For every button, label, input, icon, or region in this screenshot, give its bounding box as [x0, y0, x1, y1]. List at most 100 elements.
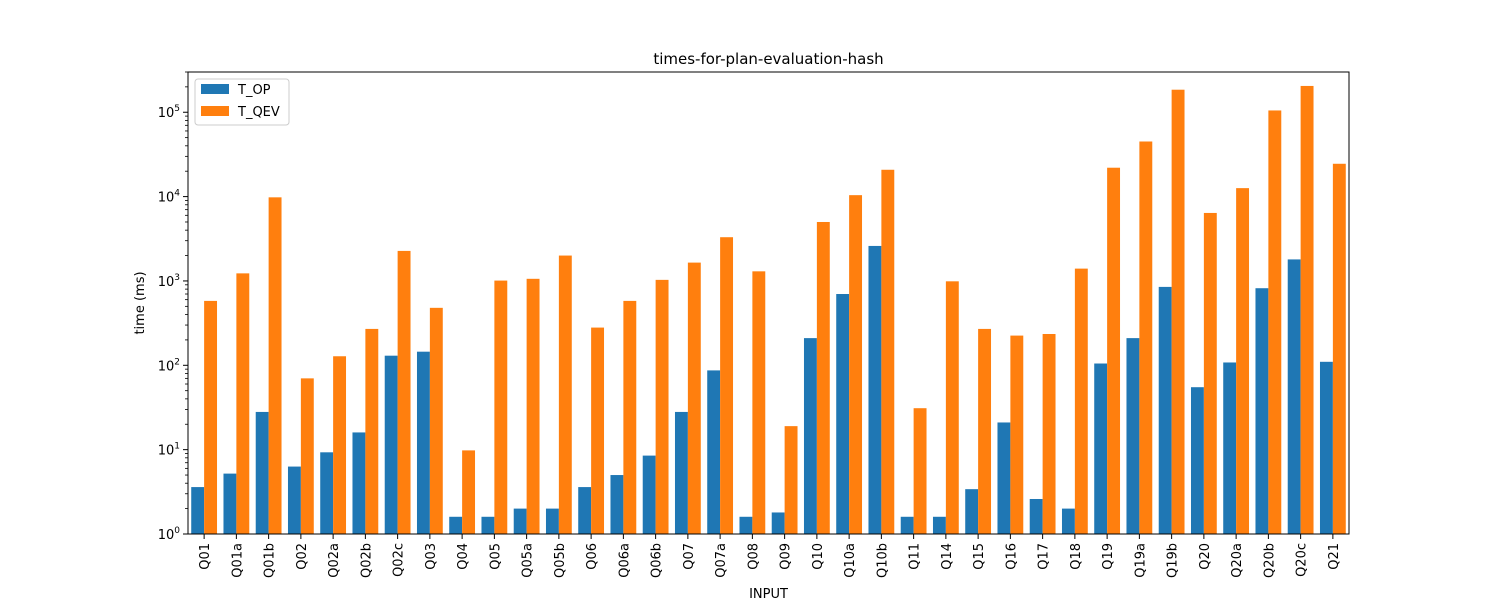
- x-tick-label: Q10b: [875, 543, 890, 578]
- legend-swatch: [201, 84, 229, 94]
- bar-t-op-q02b: [352, 432, 366, 534]
- x-tick-label: Q02a: [327, 543, 342, 578]
- bar-t-op-q03: [416, 351, 430, 534]
- bar-t-op-q02: [287, 466, 301, 534]
- bar-t-op-q18: [1061, 508, 1075, 534]
- bar-t-op-q09: [771, 512, 785, 534]
- bar-t-op-q06: [578, 487, 592, 534]
- x-tick-label: Q01b: [263, 543, 278, 578]
- x-tick-label: Q20c: [1295, 543, 1310, 577]
- x-tick-label: Q06: [585, 543, 600, 570]
- x-tick-label: Q20a: [1230, 543, 1245, 578]
- bar-t-qev-q10b: [881, 169, 895, 534]
- bar-t-qev-q01b: [268, 197, 282, 535]
- x-tick-label: Q04: [456, 543, 471, 570]
- x-tick-label: Q02b: [359, 543, 374, 578]
- y-tick-label: 103: [158, 273, 180, 290]
- bar-t-qev-q19: [1107, 167, 1121, 534]
- bar-t-op-q02c: [384, 355, 398, 534]
- bar-t-qev-q20a: [1236, 188, 1250, 534]
- bar-t-qev-q21: [1332, 163, 1346, 535]
- x-tick-label: Q14: [940, 543, 955, 570]
- bar-t-qev-q06a: [623, 300, 637, 534]
- y-tick-label: 102: [158, 357, 180, 374]
- x-tick-label: Q16: [1004, 543, 1019, 570]
- legend-swatch: [201, 106, 229, 116]
- y-tick-label: 104: [158, 189, 181, 206]
- x-tick-label: Q10: [811, 543, 826, 570]
- x-tick-label: Q06b: [650, 543, 665, 578]
- bar-t-op-q11: [900, 516, 914, 534]
- bar-t-qev-q02b: [365, 328, 379, 534]
- x-tick-label: Q02c: [392, 543, 407, 577]
- x-tick-label: Q01a: [230, 543, 245, 578]
- bar-t-op-q08: [739, 516, 753, 534]
- bar-t-op-q06a: [610, 475, 624, 534]
- y-tick-label: 105: [158, 104, 180, 121]
- x-axis-label: INPUT: [749, 587, 788, 600]
- bar-t-op-q02a: [320, 452, 334, 534]
- bar-t-qev-q07a: [720, 237, 734, 534]
- bar-t-op-q01: [191, 487, 205, 534]
- bar-t-op-q16: [997, 422, 1011, 534]
- bar-t-qev-q19b: [1171, 89, 1185, 535]
- y-axis-label: time (ms): [133, 271, 148, 334]
- bar-t-qev-q19a: [1139, 141, 1153, 534]
- x-tick-label: Q20: [1198, 543, 1213, 570]
- bar-t-qev-q05: [494, 280, 508, 534]
- bar-t-op-q17: [1029, 498, 1043, 534]
- bar-t-op-q20c: [1287, 259, 1301, 534]
- legend: T_OP T_QEV: [194, 78, 290, 126]
- bar-t-qev-q17: [1042, 333, 1056, 534]
- bar-t-qev-q07: [687, 262, 701, 534]
- legend-label: T_OP: [237, 83, 271, 98]
- bar-t-op-q04: [449, 516, 463, 534]
- plot-frame: [187, 71, 1350, 535]
- x-tick-label: Q19: [1101, 543, 1116, 570]
- x-tick-label: Q17: [1037, 543, 1052, 570]
- bar-t-qev-q20: [1203, 212, 1217, 534]
- bar-t-op-q20a: [1223, 362, 1237, 534]
- bar-t-qev-q18: [1074, 268, 1088, 534]
- bar-t-op-q20: [1190, 387, 1204, 534]
- x-tick-label: Q10a: [843, 543, 858, 578]
- bar-t-qev-q02a: [333, 356, 347, 534]
- bar-t-op-q10b: [868, 245, 882, 535]
- bar-t-qev-q02c: [397, 250, 411, 534]
- y-tick-label: 100: [158, 526, 181, 543]
- bar-t-qev-q03: [429, 307, 443, 534]
- bar-t-op-q19a: [1126, 338, 1140, 534]
- x-tick-label: Q07a: [714, 543, 729, 578]
- bars-group: [191, 85, 1346, 535]
- bar-t-op-q05b: [545, 508, 559, 534]
- bar-t-qev-q04: [462, 450, 476, 534]
- bar-t-op-q21: [1319, 361, 1333, 534]
- bar-t-qev-q08: [752, 271, 766, 534]
- bar-t-op-q07a: [707, 370, 721, 534]
- x-tick-label: Q06a: [617, 543, 632, 578]
- x-tick-label: Q05: [488, 543, 503, 570]
- x-tick-label: Q09: [779, 543, 794, 570]
- x-axis: Q01 Q01a Q01b Q02 Q02a Q02b Q02c Q03 Q04 Q05 Q05a Q…: [198, 534, 1342, 578]
- bar-t-qev-q20c: [1300, 85, 1314, 534]
- legend-label: T_QEV: [237, 105, 280, 120]
- bar-t-qev-q06: [591, 327, 605, 534]
- bar-t-op-q14: [932, 516, 946, 534]
- bar-t-qev-q01a: [236, 273, 250, 534]
- x-tick-label: Q05a: [521, 543, 536, 578]
- bar-t-qev-q16: [1010, 335, 1024, 534]
- bar-t-op-q15: [965, 489, 979, 534]
- bar-t-qev-q05a: [526, 278, 540, 534]
- bar-t-op-q19b: [1158, 286, 1172, 534]
- bar-t-op-q06b: [642, 455, 656, 534]
- x-tick-label: Q07: [682, 543, 697, 570]
- bar-t-qev-q01: [204, 300, 218, 534]
- x-tick-label: Q19b: [1166, 543, 1181, 578]
- chart-title: times-for-plan-evaluation-hash: [653, 50, 883, 68]
- bar-t-op-q10: [803, 338, 817, 534]
- x-tick-label: Q02: [295, 543, 310, 570]
- bar-t-op-q05a: [513, 508, 527, 534]
- x-tick-label: Q01: [198, 543, 213, 570]
- bar-t-op-q20b: [1255, 288, 1269, 534]
